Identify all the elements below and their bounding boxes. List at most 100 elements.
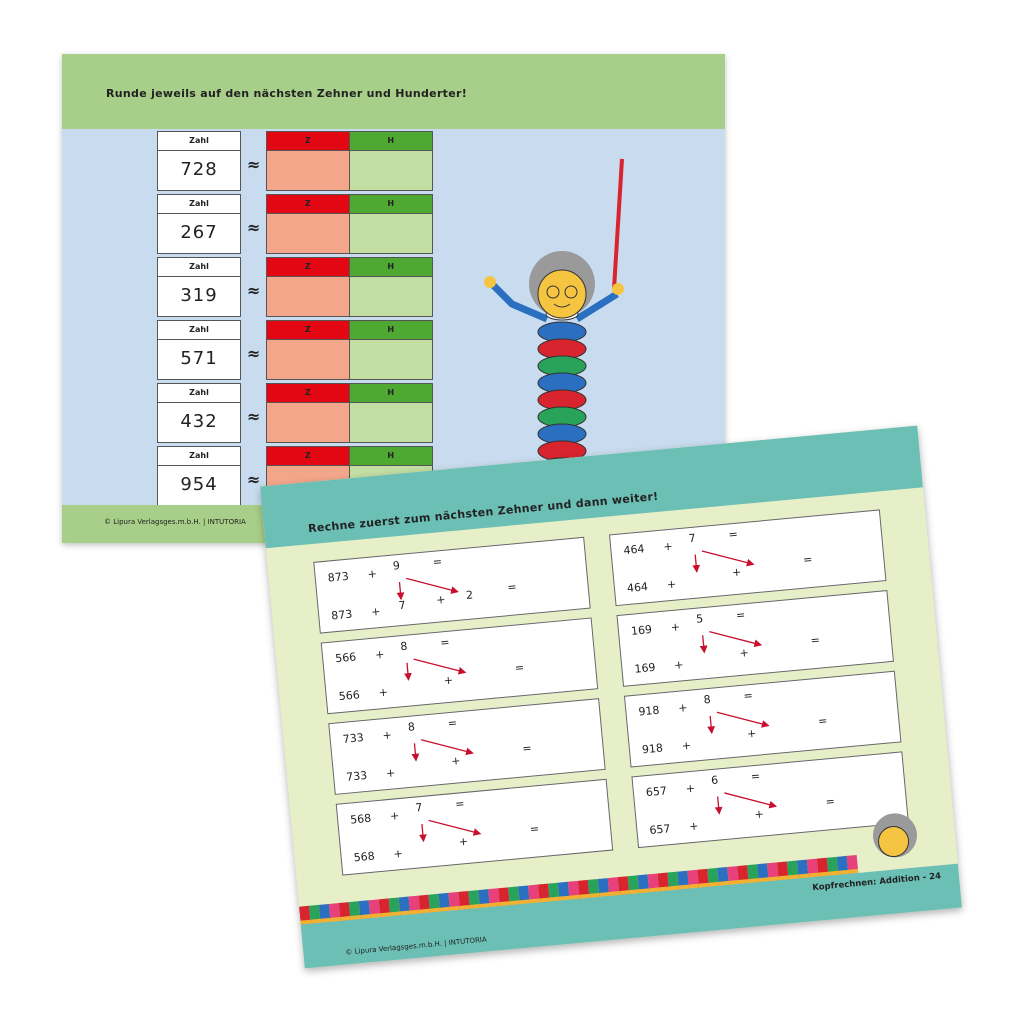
approx-symbol: ≈ xyxy=(247,344,261,363)
arrow-down xyxy=(692,554,701,573)
arrow-diagonal xyxy=(406,577,459,594)
rounding-row: Zahl 571 ≈ Z H xyxy=(157,320,437,380)
zahl-label: Zahl xyxy=(158,132,240,151)
equals-sign: = xyxy=(750,769,761,784)
addition-worksheet: Rechne zuerst zum nächsten Zehner und da… xyxy=(260,425,962,969)
arrow-down xyxy=(707,715,716,735)
plus-sign: + xyxy=(738,646,750,660)
h-answer-field[interactable] xyxy=(349,403,432,442)
number-box: Zahl 319 xyxy=(157,257,241,317)
equals-sign: = xyxy=(432,555,443,569)
step2-answer[interactable]: 2 xyxy=(465,588,474,602)
z-header: Z xyxy=(267,258,350,277)
z-answer-field[interactable] xyxy=(267,151,350,190)
arrow-diagonal xyxy=(716,711,770,728)
addition-problem: 566 + 8 = 566 + + = xyxy=(320,617,599,715)
h-header: H xyxy=(349,384,432,403)
arrow-down xyxy=(699,635,708,654)
addend-a-repeat: 566 xyxy=(338,688,361,704)
plus-sign: + xyxy=(382,728,393,743)
zahl-label: Zahl xyxy=(158,258,240,277)
copyright: © Lipura Verlagsges.m.b.H. | INTUTORIA xyxy=(345,935,488,957)
z-answer-field[interactable] xyxy=(267,403,350,442)
arrow-down xyxy=(714,796,723,815)
h-answer-field[interactable] xyxy=(349,214,432,253)
approx-symbol: ≈ xyxy=(247,155,261,174)
rounding-table: Z H xyxy=(266,194,433,254)
addend-a: 873 xyxy=(327,569,350,585)
equals-sign: = xyxy=(817,714,828,728)
addend-b: 7 xyxy=(414,800,423,815)
rounding-row: Zahl 432 ≈ Z H xyxy=(157,383,437,443)
plus-sign: + xyxy=(392,846,404,861)
h-answer-field[interactable] xyxy=(349,340,432,379)
addend-b: 7 xyxy=(688,531,697,546)
z-answer-field[interactable] xyxy=(267,214,350,253)
rounding-table: Z H xyxy=(266,131,433,191)
zahl-label: Zahl xyxy=(158,384,240,403)
rounding-row: Zahl 728 ≈ Z H xyxy=(157,131,437,191)
number-value: 267 xyxy=(180,222,218,243)
addend-b: 8 xyxy=(407,720,416,734)
number-value: 728 xyxy=(180,159,218,180)
plus-sign: + xyxy=(374,647,385,662)
addition-problem: 568 + 7 = 568 + + = xyxy=(335,778,614,876)
rounding-row: Zahl 319 ≈ Z H xyxy=(157,257,437,317)
plus-sign: + xyxy=(688,819,700,834)
number-box: Zahl 432 xyxy=(157,383,241,443)
equals-sign: = xyxy=(529,822,540,837)
addend-a: 733 xyxy=(342,731,365,746)
addend-b: 5 xyxy=(695,612,704,626)
z-answer-field[interactable] xyxy=(267,277,350,316)
zahl-label: Zahl xyxy=(158,321,240,340)
addition-problem: 873 + 9 = 873 + 7 + 2 = xyxy=(313,536,591,634)
plus-sign: + xyxy=(746,726,757,741)
equals-sign: = xyxy=(506,580,518,595)
teacher-head-illustration xyxy=(872,813,917,858)
plus-sign: + xyxy=(435,592,447,607)
addition-problem: 918 + 8 = 918 + + = xyxy=(623,670,902,768)
plus-sign: + xyxy=(378,685,389,700)
addend-a-repeat: 657 xyxy=(648,822,672,837)
plus-sign: + xyxy=(666,577,677,592)
h-header: H xyxy=(349,132,432,151)
rounding-worksheet: Runde jeweils auf den nächsten Zehner un… xyxy=(62,54,725,543)
addend-b: 8 xyxy=(703,692,712,707)
approx-symbol: ≈ xyxy=(247,281,261,300)
arrow-diagonal xyxy=(709,631,763,648)
arrow-down xyxy=(396,581,405,601)
z-header: Z xyxy=(267,195,350,214)
plus-sign: + xyxy=(458,834,469,849)
z-answer-field[interactable] xyxy=(267,340,350,379)
addend-a-repeat: 733 xyxy=(345,768,368,784)
addend-a: 568 xyxy=(349,811,372,827)
zahl-label: Zahl xyxy=(158,195,240,214)
z-header: Z xyxy=(267,132,350,151)
plus-sign: + xyxy=(681,738,692,753)
copyright: © Lipura Verlagsges.m.b.H. | INTUTORIA xyxy=(104,518,246,526)
addition-problem: 464 + 7 = 464 + + = xyxy=(608,509,887,607)
plus-sign: + xyxy=(450,754,462,769)
step1-answer[interactable]: 7 xyxy=(398,598,407,613)
arrow-diagonal xyxy=(428,819,482,836)
addition-problem: 657 + 6 = 657 + + = xyxy=(631,751,909,849)
equals-sign: = xyxy=(727,527,739,542)
equals-sign: = xyxy=(742,688,754,703)
addend-a-repeat: 568 xyxy=(353,849,376,865)
arrow-diagonal xyxy=(701,550,755,567)
h-answer-field[interactable] xyxy=(349,277,432,316)
worksheet-title: Rechne zuerst zum nächsten Zehner und da… xyxy=(307,489,660,536)
equals-sign: = xyxy=(825,794,836,809)
plus-sign: + xyxy=(685,781,696,796)
rounding-table: Z H xyxy=(266,383,433,443)
plus-sign: + xyxy=(670,620,681,635)
h-answer-field[interactable] xyxy=(349,151,432,190)
teacher-caterpillar-illustration xyxy=(484,158,624,474)
arrow-down xyxy=(411,743,420,762)
plus-sign: + xyxy=(443,673,454,688)
arrow-diagonal xyxy=(724,792,778,809)
equals-sign: = xyxy=(802,552,813,567)
approx-symbol: ≈ xyxy=(247,470,261,489)
equals-sign: = xyxy=(810,633,821,648)
z-header: Z xyxy=(267,447,350,466)
